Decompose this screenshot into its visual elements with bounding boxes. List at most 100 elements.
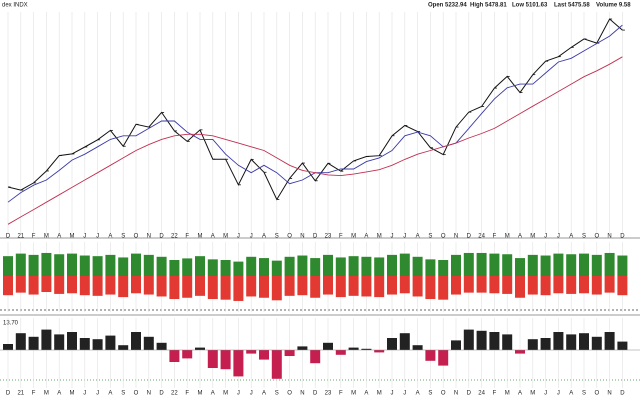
oscillator-bar — [310, 350, 321, 364]
oscillator-bar — [15, 333, 26, 350]
breadth-bar — [515, 276, 525, 298]
x-tick-label: M — [70, 234, 75, 240]
x-tick-label: S — [275, 234, 279, 240]
breadth-bar — [553, 276, 564, 294]
oscillator-bar — [284, 350, 295, 356]
x-tick-label: N — [147, 234, 151, 240]
breadth-bar — [566, 254, 577, 276]
breadth-bar — [579, 276, 589, 294]
x-tick-label: S — [275, 391, 279, 397]
x-tick-label: J — [557, 391, 560, 397]
oscillator-bar — [156, 342, 167, 350]
breadth-bar — [182, 258, 193, 276]
x-tick-label: M — [198, 234, 203, 240]
breadth-bar — [207, 276, 218, 300]
oscillator-bar — [54, 334, 65, 350]
x-tick-label: M — [223, 391, 228, 397]
oscillator-bar — [515, 350, 525, 354]
breadth-bar — [463, 276, 474, 293]
quote-field: Last 5475.58 — [554, 3, 590, 9]
breadth-bar — [284, 256, 295, 276]
breadth-bar — [361, 256, 372, 276]
breadth-bar — [438, 276, 449, 300]
x-tick-label: J — [391, 391, 394, 397]
quote-field: Volume 9.58 — [596, 3, 631, 9]
oscillator-bar — [412, 345, 423, 350]
breadth-bar — [105, 254, 116, 276]
x-tick-label: O — [441, 391, 446, 397]
oscillator-bar — [604, 332, 615, 350]
breadth-bar — [399, 253, 410, 276]
breadth-bar — [348, 256, 359, 276]
oscillator-bar — [335, 350, 346, 355]
x-tick-label: F — [493, 391, 497, 397]
x-tick-label: D — [620, 234, 625, 240]
breadth-bar — [169, 260, 180, 276]
x-tick-label: A — [364, 234, 368, 240]
oscillator-bar — [489, 332, 500, 350]
breadth-bar — [54, 276, 65, 294]
x-tick-label: S — [582, 234, 586, 240]
x-tick-label: A — [211, 391, 215, 397]
x-tick-label: F — [185, 391, 189, 397]
x-tick-label: J — [237, 234, 240, 240]
breadth-bar — [3, 276, 13, 296]
oscillator-bar — [463, 329, 474, 350]
breadth-bar — [335, 276, 346, 298]
oscillator-bar — [246, 350, 257, 354]
x-tick-label: J — [237, 391, 240, 397]
x-tick-label: 23 — [325, 234, 332, 240]
x-tick-label: S — [428, 234, 432, 240]
breadth-bar — [15, 276, 26, 293]
breadth-bar — [79, 255, 90, 276]
x-tick-label: F — [185, 234, 189, 240]
breadth-bar — [310, 258, 321, 276]
breadth-bar — [195, 256, 205, 276]
breadth-bar — [566, 276, 577, 294]
x-tick-label: 21 — [17, 234, 24, 240]
x-tick-label: J — [544, 234, 547, 240]
oscillator-bar — [131, 332, 141, 350]
x-tick-label: A — [108, 234, 112, 240]
x-tick-label: M — [351, 391, 356, 397]
x-tick-label: D — [620, 391, 625, 397]
x-tick-label: J — [96, 391, 99, 397]
oscillator-bar — [579, 333, 589, 350]
x-tick-label: 22 — [171, 391, 178, 397]
breadth-bar — [527, 276, 538, 295]
breadth-bar — [169, 276, 180, 300]
oscillator-bar — [105, 335, 116, 350]
oscillator-bar — [527, 339, 538, 350]
breadth-bar — [118, 276, 129, 298]
oscillator-bar — [399, 333, 410, 350]
breadth-bar — [361, 276, 372, 297]
x-tick-label: F — [32, 391, 36, 397]
x-tick-label: D — [313, 391, 318, 397]
breadth-bar — [54, 254, 65, 276]
x-tick-label: M — [223, 234, 228, 240]
x-tick-label: J — [391, 234, 394, 240]
breadth-bar — [617, 276, 628, 296]
quote-field: High 5478.81 — [470, 3, 507, 9]
x-tick-label: J — [403, 234, 406, 240]
x-tick-label: S — [121, 391, 125, 397]
x-tick-label: J — [83, 234, 86, 240]
x-tick-label: A — [518, 234, 522, 240]
breadth-bar — [233, 276, 244, 301]
oscillator-bar — [28, 336, 39, 350]
breadth-bar — [246, 276, 257, 297]
breadth-bar — [348, 276, 359, 296]
breadth-bar — [451, 254, 461, 276]
breadth-bar — [143, 276, 154, 295]
x-tick-label: M — [377, 391, 382, 397]
x-tick-label: F — [339, 391, 343, 397]
breadth-bar — [515, 258, 525, 276]
breadth-bar — [591, 254, 602, 276]
breadth-bar — [323, 276, 333, 295]
breadth-bar — [3, 256, 13, 276]
breadth-bar — [156, 256, 167, 276]
breadth-bar — [271, 276, 282, 301]
oscillator-bar — [361, 348, 372, 350]
oscillator-bar — [553, 332, 564, 350]
oscillator-bar — [425, 350, 436, 361]
